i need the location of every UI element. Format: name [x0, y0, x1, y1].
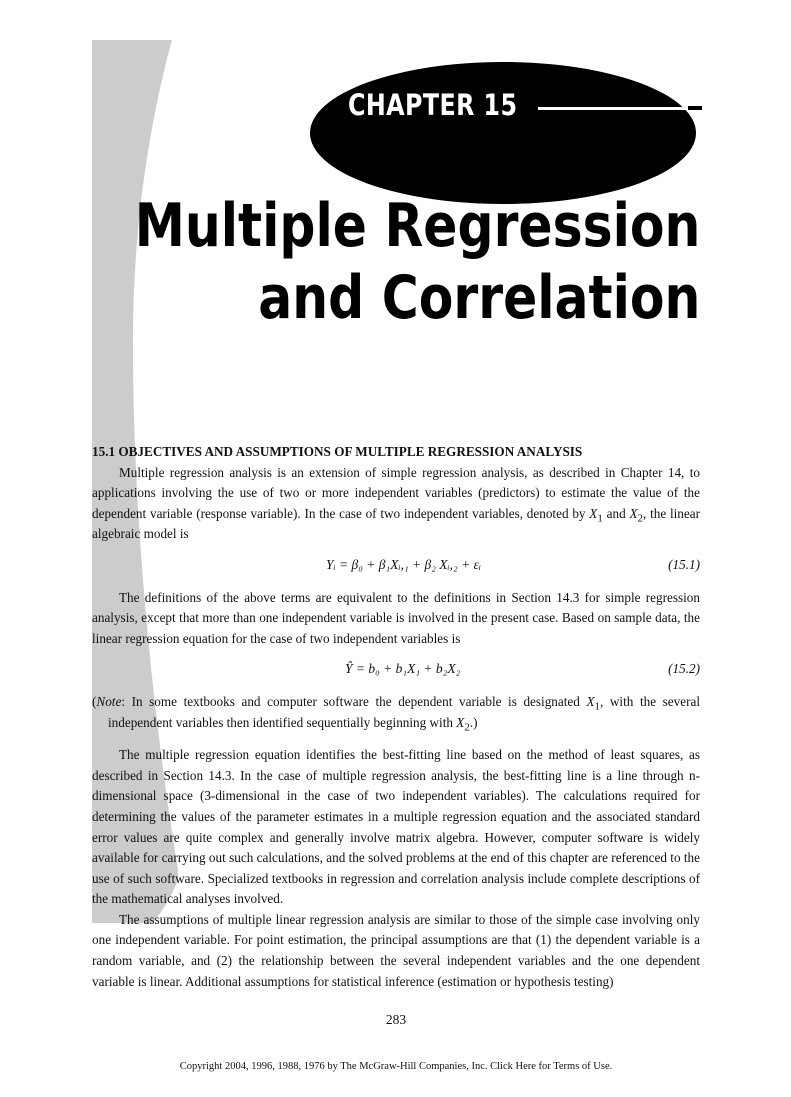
- paragraph-text: , the linear algebraic model is: [92, 505, 700, 542]
- paragraph-definitions: The definitions of the above terms are e…: [92, 589, 700, 646]
- symbol-x1-sub: 1: [597, 512, 603, 525]
- equation-number-15-2: (15.2): [668, 661, 700, 677]
- paragraph-text: Multiple regression analysis is an exten…: [92, 464, 700, 521]
- body-text: 15.1 OBJECTIVES AND ASSUMPTIONS OF MULTI…: [92, 0, 700, 1097]
- equation-15-1: Yᵢ = β₀ + β₁Xᵢ,₁ + β₂ Xᵢ,₂ + εᵢ: [326, 556, 482, 572]
- equation-number-15-1: (15.1): [668, 556, 700, 572]
- chapter-title-line2: and Correlation: [257, 263, 700, 333]
- paragraph-intro: Multiple regression analysis is an exten…: [92, 463, 700, 545]
- chapter-rule-tail: [688, 106, 702, 110]
- copyright-link[interactable]: Copyright 2004, 1996, 1988, 1976 by The …: [179, 1060, 613, 1072]
- paragraph-text: and: [602, 505, 630, 521]
- paragraph-least-squares: The multiple regression equation identif…: [92, 747, 700, 907]
- equation-row-15-2: Ŷ = b₀ + b₁X₁ + b₂X₂ (15.2): [92, 659, 700, 680]
- note-text: .): [469, 714, 478, 730]
- decorative-gray-band: [92, 40, 178, 923]
- symbol-x1: X: [589, 505, 598, 521]
- note-text: , with the several independent variables…: [108, 693, 700, 730]
- page-number: 283: [385, 1012, 407, 1028]
- chapter-title-line1: Multiple Regression: [134, 191, 700, 261]
- note-label: Note: [96, 693, 122, 709]
- equation-row-15-1: Yᵢ = β₀ + β₁Xᵢ,₁ + β₂ Xᵢ,₂ + εᵢ (15.1): [92, 555, 700, 576]
- chapter-label: CHAPTER 15: [348, 88, 518, 122]
- paragraph-assumptions: The assumptions of multiple linear regre…: [92, 911, 700, 989]
- section-heading: 15.1 OBJECTIVES AND ASSUMPTIONS OF MULTI…: [92, 444, 583, 459]
- note-text: : In some textbooks and computer softwar…: [121, 693, 587, 709]
- symbol-x2-sub: 2: [637, 512, 644, 525]
- equation-15-2: Ŷ = b₀ + b₁X₁ + b₂X₂: [345, 661, 461, 677]
- symbol-x2: X: [629, 505, 638, 521]
- chapter-rule: [538, 107, 698, 110]
- note: (Note: In some textbooks and computer so…: [92, 693, 700, 734]
- chapter-ellipse: [310, 62, 696, 204]
